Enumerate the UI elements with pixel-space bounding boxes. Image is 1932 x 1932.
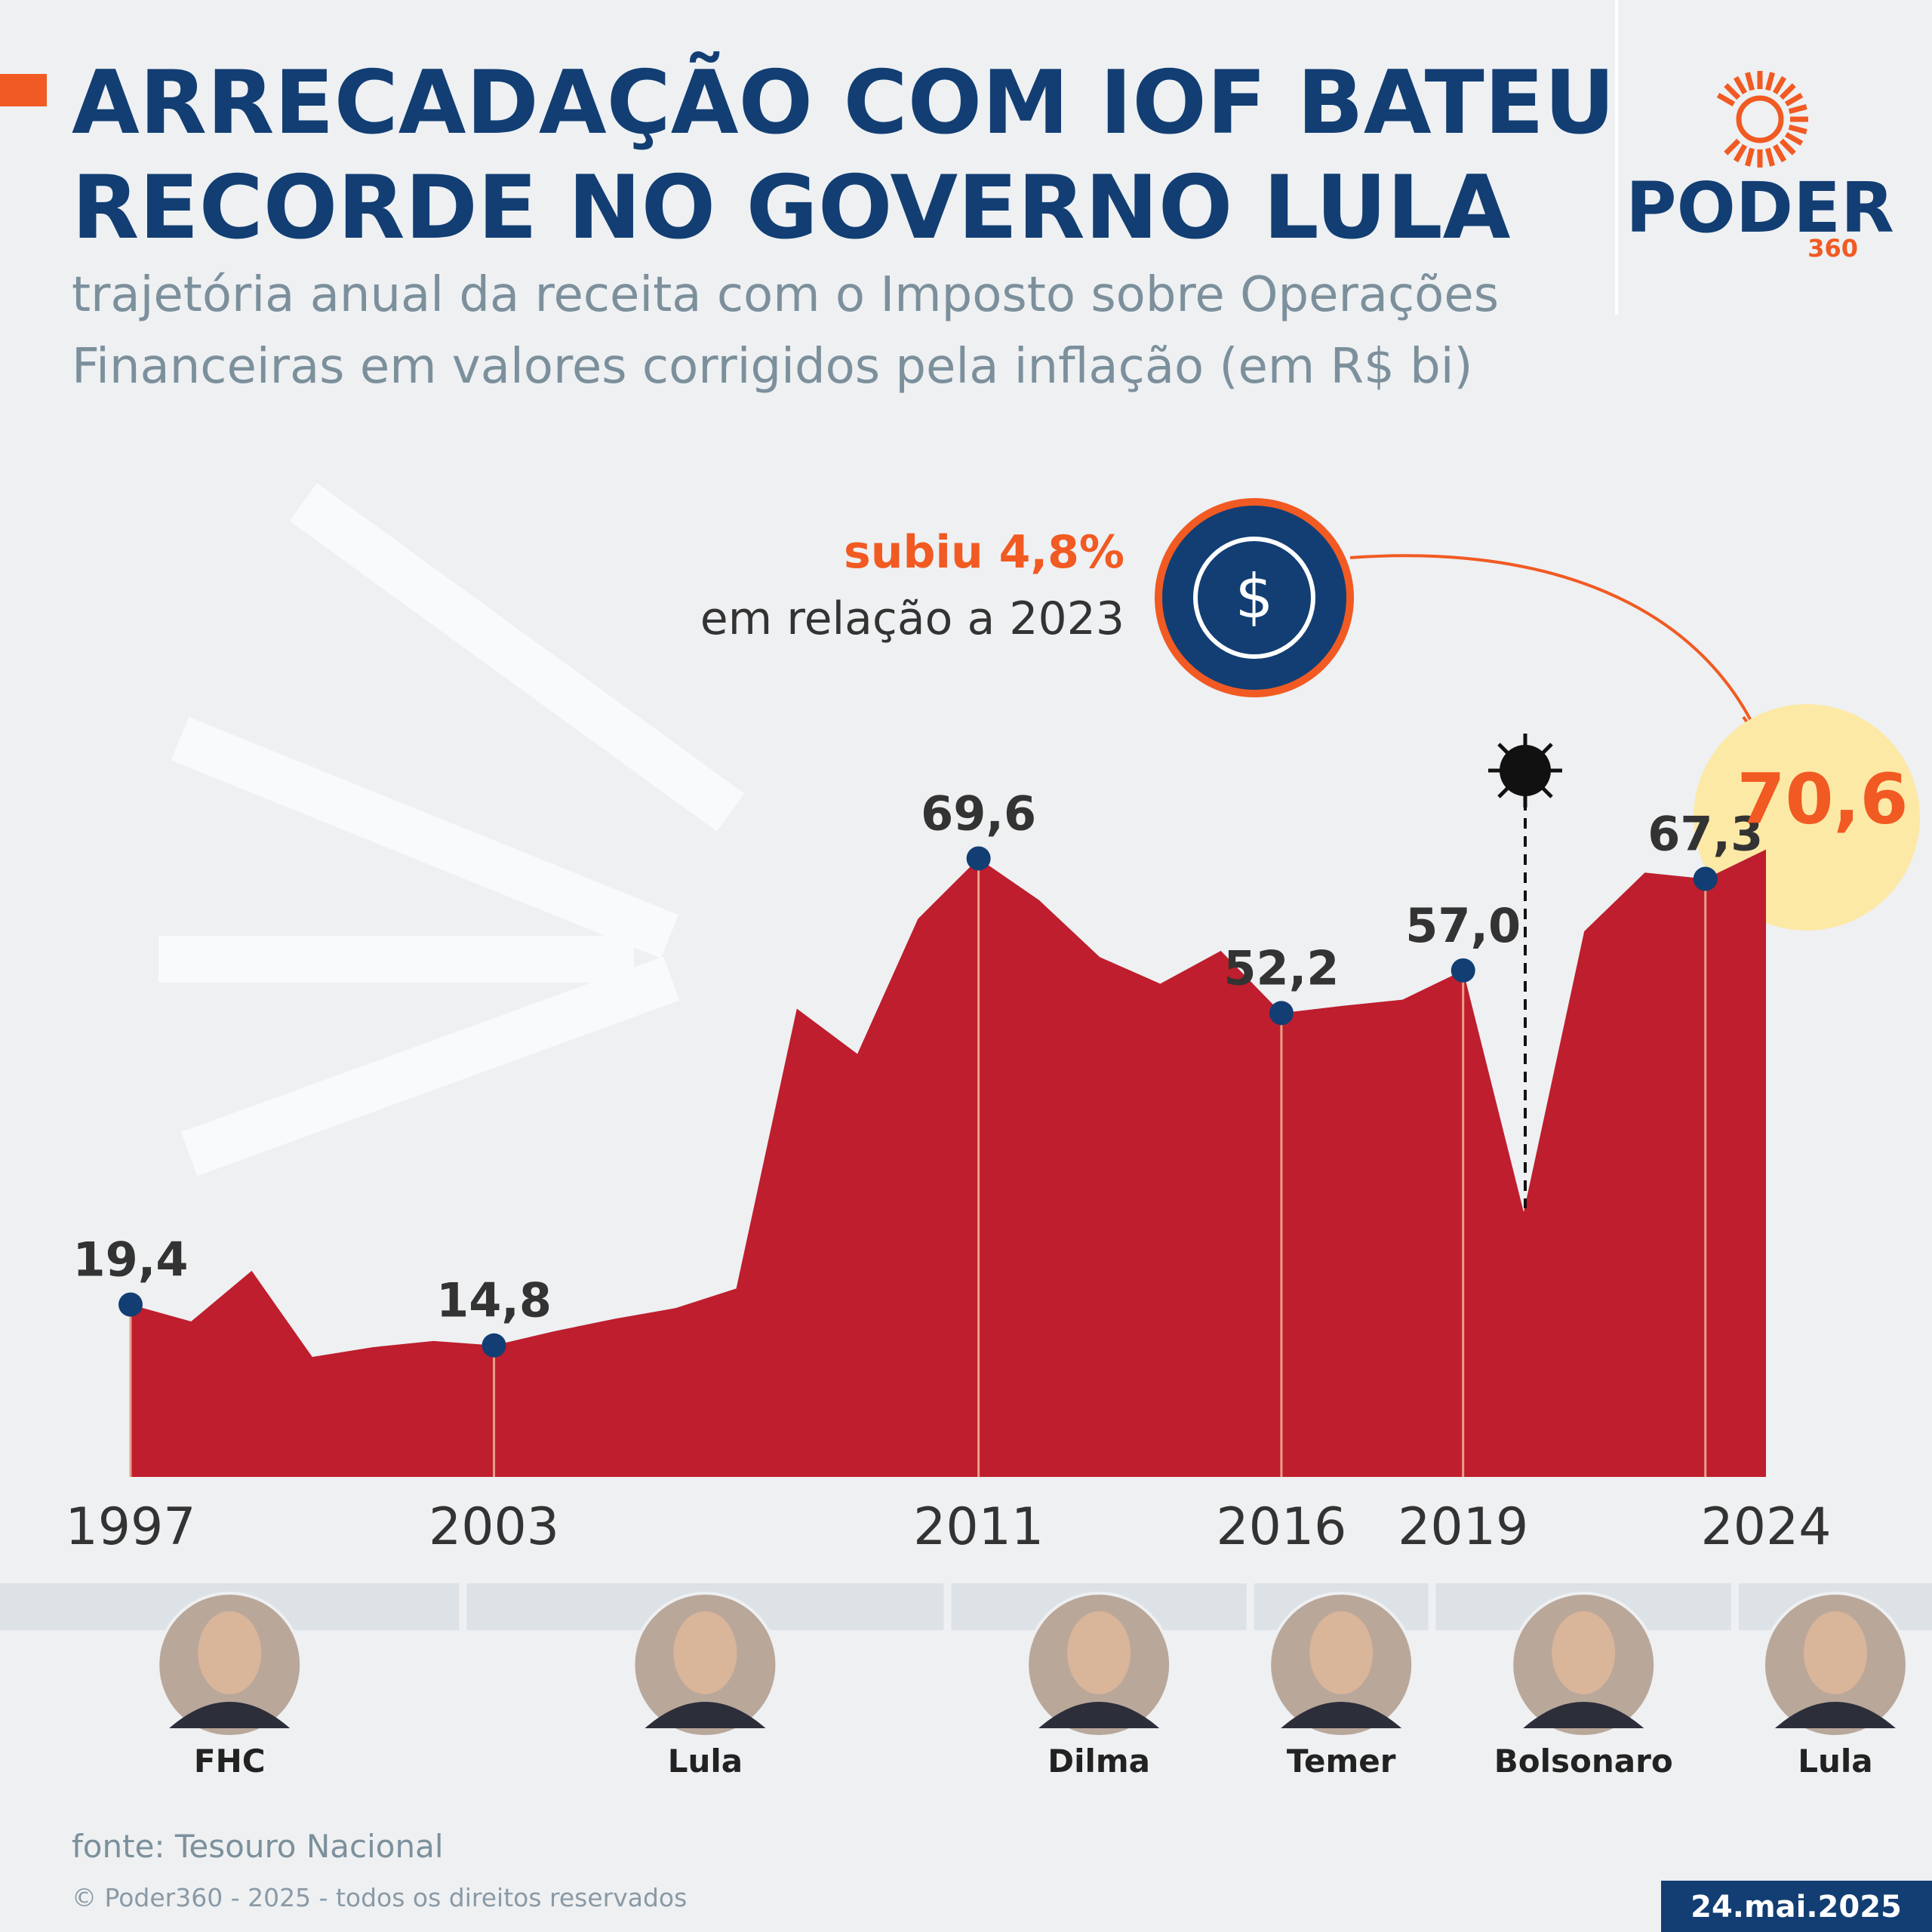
logo-ray bbox=[1779, 138, 1796, 155]
logo-ray bbox=[1745, 147, 1755, 167]
logo-ray bbox=[1764, 72, 1775, 91]
logo-ray bbox=[1772, 75, 1787, 95]
x-tick-label: 2011 bbox=[913, 1497, 1044, 1557]
president-name: Lula bbox=[1798, 1743, 1872, 1780]
point bbox=[118, 1292, 143, 1317]
subtitle-line: trajetória anual da receita com o Impost… bbox=[72, 267, 1499, 323]
logo-ray bbox=[1779, 83, 1796, 100]
annotation-highlight: subiu 4,8% bbox=[844, 526, 1124, 579]
date-box bbox=[1661, 1881, 1932, 1932]
president-face bbox=[198, 1611, 262, 1694]
logo-ray bbox=[1788, 124, 1807, 134]
x-tick-label: 2016 bbox=[1216, 1497, 1346, 1557]
president-shoulders bbox=[169, 1702, 291, 1728]
logo-ray bbox=[1788, 104, 1807, 115]
president-name: Temer bbox=[1287, 1743, 1396, 1780]
arrow bbox=[1349, 554, 1760, 737]
value-label: 19,4 bbox=[73, 1232, 189, 1287]
logo-ray bbox=[1716, 92, 1736, 107]
source: fonte: Tesouro Nacional bbox=[72, 1828, 444, 1865]
value-label: 14,8 bbox=[436, 1273, 552, 1328]
logo-ray bbox=[1724, 83, 1741, 100]
annotation-text: em relação a 2023 bbox=[700, 592, 1124, 645]
x-tick-label: 1997 bbox=[65, 1497, 195, 1557]
point bbox=[1269, 1001, 1294, 1026]
president-face bbox=[1067, 1611, 1131, 1694]
logo-ray bbox=[1745, 72, 1755, 91]
presidents: FHC Lula Dilma Temer Bolsonaro Lula bbox=[0, 1583, 1932, 1780]
logo-ray bbox=[1784, 92, 1804, 107]
x-tick-label: 2024 bbox=[1700, 1497, 1831, 1557]
subtitle-line: Financeiras em valores corrigidos pela i… bbox=[72, 339, 1472, 395]
president-shoulders bbox=[1038, 1702, 1160, 1728]
president-face bbox=[1552, 1611, 1616, 1694]
chart: 19,4 14,8 69,6 52,2 57,0 67,370,6 1997 2003 2011… bbox=[65, 759, 1908, 1557]
point bbox=[966, 846, 991, 871]
value-label: 57,0 bbox=[1405, 898, 1521, 953]
value-label: 69,6 bbox=[921, 786, 1036, 841]
president-name: Dilma bbox=[1048, 1743, 1150, 1780]
president-name: FHC bbox=[194, 1743, 266, 1780]
president-face bbox=[1309, 1611, 1374, 1694]
copyright: © Poder360 - 2025 - todos os direitos re… bbox=[72, 1883, 687, 1912]
president-name: Lula bbox=[668, 1743, 743, 1780]
value-label: 52,2 bbox=[1223, 940, 1339, 995]
logo-ray bbox=[1733, 143, 1748, 163]
area bbox=[131, 849, 1766, 1477]
title-line: RECORDE NO GOVERNO LULA bbox=[72, 157, 1511, 259]
x-tick-label: 2019 bbox=[1398, 1497, 1528, 1557]
point bbox=[1451, 958, 1475, 983]
point bbox=[1693, 866, 1718, 891]
pandemic-marker bbox=[1488, 734, 1562, 1208]
logo-ray bbox=[1764, 147, 1775, 167]
x-tick-label: 2003 bbox=[429, 1497, 559, 1557]
president-shoulders bbox=[1281, 1702, 1402, 1728]
president-face bbox=[1803, 1611, 1867, 1694]
accent-square bbox=[0, 74, 47, 106]
logo-ray bbox=[1724, 138, 1741, 155]
background-rays bbox=[158, 482, 745, 1177]
point bbox=[481, 1333, 506, 1358]
value-label: 70,6 bbox=[1737, 759, 1909, 840]
president-shoulders bbox=[1774, 1702, 1896, 1728]
president-name: Bolsonaro bbox=[1494, 1743, 1673, 1780]
president-face bbox=[673, 1611, 737, 1694]
logo-ray bbox=[1784, 131, 1804, 146]
logo-ray bbox=[1772, 143, 1787, 163]
title-line: ARRECADAÇÃO COM IOF BATEU bbox=[72, 51, 1615, 154]
value-label: 67,3 bbox=[1647, 807, 1763, 862]
president-shoulders bbox=[645, 1702, 766, 1728]
logo-number: 360 bbox=[1807, 234, 1858, 263]
svg-text:$: $ bbox=[1235, 561, 1274, 632]
logo-sun bbox=[1716, 71, 1808, 168]
logo-ray bbox=[1733, 75, 1748, 95]
president-shoulders bbox=[1523, 1702, 1644, 1728]
logo: PODER 360 bbox=[1626, 71, 1894, 263]
logo-name: PODER bbox=[1626, 168, 1894, 248]
date: 24.mai.2025 bbox=[1690, 1890, 1902, 1924]
money-icon: $ bbox=[1155, 498, 1354, 697]
